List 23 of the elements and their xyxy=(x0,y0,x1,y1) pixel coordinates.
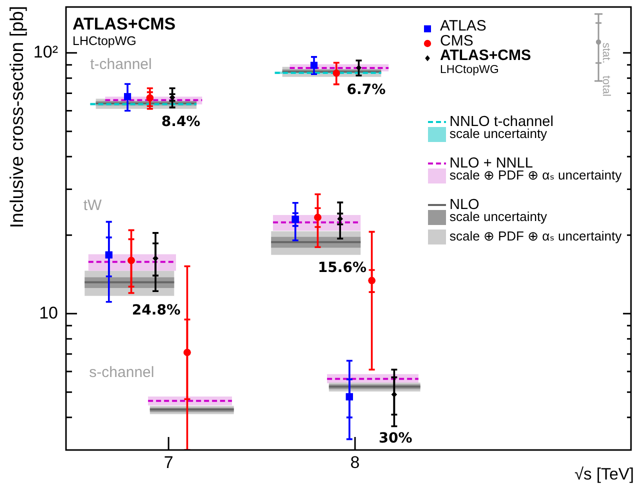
annotation: 6.7% xyxy=(346,82,386,98)
legend-label: CMS xyxy=(440,32,474,50)
text: LHCtopWG xyxy=(72,34,136,48)
annotation: total xyxy=(600,76,612,96)
annotation: 24.8% xyxy=(132,302,180,318)
x-tick-label: 8 xyxy=(350,452,360,472)
annotation: s-channel xyxy=(89,364,154,381)
annotation: t-channel xyxy=(90,56,152,74)
x-tick-label: 7 xyxy=(164,452,174,472)
annotation: 30% xyxy=(378,430,412,447)
annotation: stat. xyxy=(600,42,612,64)
text: ATLAS+CMS xyxy=(72,14,176,34)
x-axis-title: √s [TeV] xyxy=(574,466,634,484)
legend-label: ATLAS+CMS xyxy=(440,47,531,64)
legend-label: scale ⊕ PDF ⊕ αₛ uncertainty xyxy=(450,228,622,244)
legend-label: ATLAS xyxy=(440,18,486,35)
y-axis-title: Inclusive cross-section [pb] xyxy=(6,6,28,228)
annotation: tW xyxy=(83,197,103,214)
annotation: LHCtopWG xyxy=(440,64,499,76)
annotation: 8.4% xyxy=(161,114,200,130)
annotation: 15.6% xyxy=(318,260,366,276)
y-tick-label: 10 xyxy=(39,303,58,322)
y-tick-label: 10² xyxy=(33,42,58,62)
